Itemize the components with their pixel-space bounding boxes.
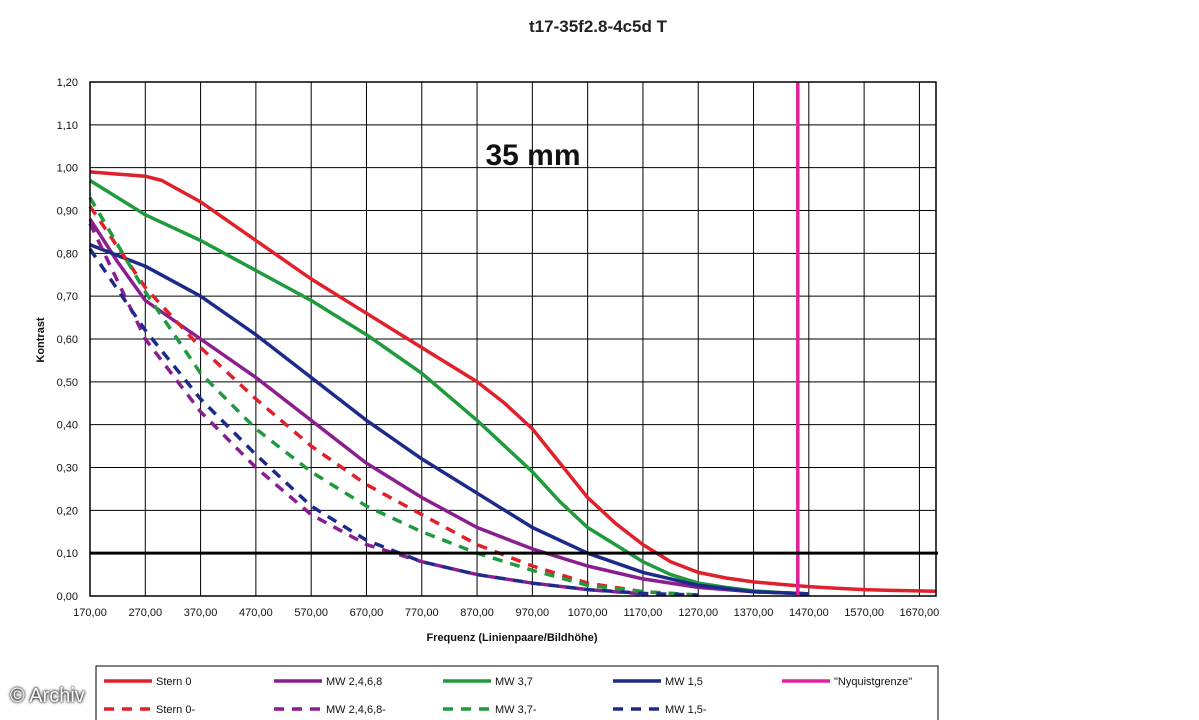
legend-label: MW 3,7: [495, 676, 533, 688]
y-tick-label: 0,10: [57, 548, 78, 560]
chart-title: t17-35f2.8-4c5d T: [529, 17, 668, 36]
y-tick-label: 0,30: [57, 463, 78, 475]
x-tick-label: 1170,00: [623, 607, 662, 619]
legend-box: [95, 665, 939, 720]
x-tick-label: 670,00: [350, 607, 384, 619]
watermark: © Archiv: [10, 685, 85, 707]
series-line-5: [88, 205, 699, 597]
plot-frame: [89, 81, 937, 597]
x-tick-label: 1270,00: [678, 607, 718, 619]
y-tick-label: 0,80: [57, 248, 78, 260]
series-line-2: [89, 179, 809, 596]
legend-label: MW 3,7-: [495, 704, 537, 716]
legend-label: MW 1,5-: [665, 704, 707, 716]
series-line-3: [89, 243, 809, 596]
focal-length-annotation: 35 mm: [485, 139, 580, 172]
x-tick-label: 1670,00: [900, 607, 940, 619]
legend-label: MW 2,4,6,8: [326, 676, 382, 688]
legend: Stern 0 MW 2,4,6,8 MW 3,7 MW 1,5 "Nyquistgre…: [95, 665, 939, 720]
series-line-1: [88, 218, 809, 596]
legend-label: MW 1,5: [665, 676, 703, 688]
legend-label: "Nyquistgrenze": [834, 676, 912, 688]
y-axis-label: Kontrast: [35, 317, 47, 363]
x-tick-label: 1070,00: [568, 607, 608, 619]
y-tick-label: 0,60: [57, 334, 78, 346]
x-tick-label: 770,00: [405, 607, 439, 619]
x-axis-label: Frequenz (Linienpaare/Bildhöhe): [426, 632, 597, 644]
x-tick-label: 970,00: [516, 607, 550, 619]
x-tick-label: 170,00: [73, 607, 107, 619]
x-tick-label: 870,00: [460, 607, 494, 619]
y-tick-label: 0,40: [57, 420, 78, 432]
y-tick-label: 0,90: [57, 206, 78, 218]
series-line-6: [88, 222, 644, 596]
series-line-8: [88, 248, 699, 597]
x-tick-label: 1470,00: [789, 607, 829, 619]
x-tick-label: 1570,00: [844, 607, 884, 619]
legend-label: Stern 0-: [156, 704, 195, 716]
x-tick-label: 270,00: [128, 607, 162, 619]
y-tick-label: 0,00: [57, 591, 78, 603]
series-layer: [88, 82, 937, 597]
y-tick-label: 1,10: [57, 120, 78, 132]
y-tick-labels: 0,00 0,10 0,20 0,30 0,40 0,50 0,60 0,70 0,80 0,90…: [57, 77, 78, 603]
x-tick-label: 370,00: [184, 607, 218, 619]
x-tick-label: 470,00: [239, 607, 273, 619]
y-tick-label: 1,20: [57, 77, 78, 89]
x-tick-label: 570,00: [294, 607, 328, 619]
y-tick-label: 0,50: [57, 377, 78, 389]
y-tick-label: 0,70: [57, 291, 78, 303]
series-line-7: [88, 196, 699, 597]
legend-label: MW 2,4,6,8-: [326, 704, 386, 716]
legend-label: Stern 0: [156, 676, 191, 688]
y-tick-label: 1,00: [57, 163, 78, 175]
y-tick-label: 0,20: [57, 505, 78, 517]
x-tick-label: 1370,00: [734, 607, 774, 619]
x-tick-labels: 170,00 270,00 370,00 470,00 570,00 670,00 770,…: [73, 607, 939, 619]
series-line-0: [89, 170, 937, 594]
